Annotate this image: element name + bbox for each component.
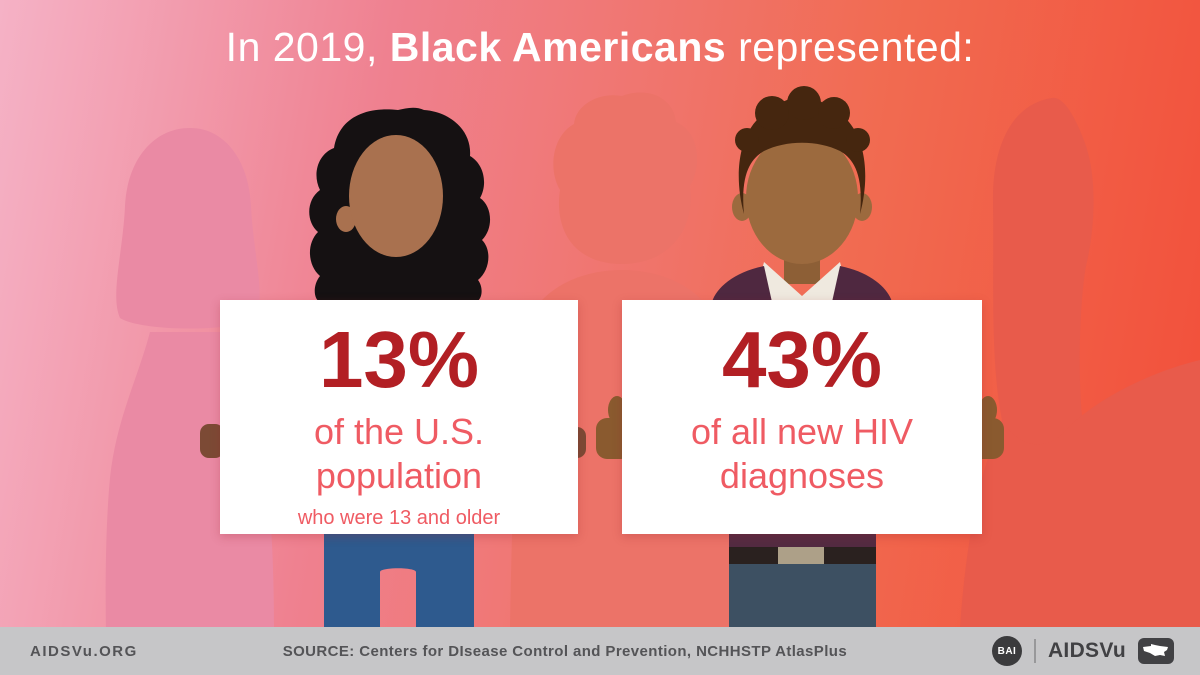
- footer-logos: BAI AIDSVu: [991, 636, 1174, 666]
- stat-sign-diagnoses: 43% of all new HIV diagnoses: [622, 300, 982, 534]
- bai-logo: BAI: [991, 636, 1022, 666]
- man-cardigan-left: [712, 266, 772, 302]
- headline-prefix: In 2019,: [225, 24, 390, 70]
- aidsvu-wordmark: AIDSVu: [1047, 639, 1126, 662]
- stat-value-diagnoses: 43%: [721, 315, 883, 404]
- stat-caption-line: diagnoses: [719, 454, 885, 496]
- headline-suffix: represented:: [726, 24, 975, 70]
- logo-divider: [1033, 639, 1036, 663]
- figure-woman: [309, 107, 491, 627]
- woman-face: [349, 135, 443, 257]
- man-thumb-left: [608, 396, 626, 424]
- stat-caption-line: population: [315, 454, 483, 496]
- footer-bar: AIDSVu.ORG SOURCE: Centers for DIsease C…: [0, 627, 1200, 675]
- man-cardigan-right: [832, 266, 892, 302]
- us-map-icon: [1138, 638, 1174, 664]
- silhouette-woman-right: [960, 97, 1200, 627]
- headline: In 2019, Black Americans represented:: [0, 24, 1200, 71]
- man-belt-buckle: [778, 547, 824, 564]
- stat-sign-population: 13% of the U.S. population who were 13 a…: [220, 300, 578, 534]
- man-shirt-hem: [729, 534, 876, 547]
- figure-man: [712, 86, 892, 627]
- site-url: AIDSVu.ORG: [30, 642, 138, 660]
- woman-jeans: [324, 534, 474, 627]
- stat-footnote: who were 13 and older: [297, 506, 501, 529]
- man-hair: [735, 86, 870, 214]
- man-collar: [754, 262, 850, 302]
- stat-value-population: 13%: [318, 315, 480, 404]
- man-face: [746, 132, 858, 264]
- headline-highlight: Black Americans: [389, 24, 727, 70]
- man-thumb-right: [979, 396, 997, 424]
- man-pants: [729, 564, 876, 627]
- source-attribution: SOURCE: Centers for DIsease Control and …: [282, 642, 848, 660]
- stat-caption-line: of the U.S.: [313, 411, 485, 452]
- bai-logo-text: BAI: [997, 645, 1017, 657]
- woman-hand-left: [200, 424, 224, 458]
- stat-caption-line: of all new HIV: [690, 411, 914, 452]
